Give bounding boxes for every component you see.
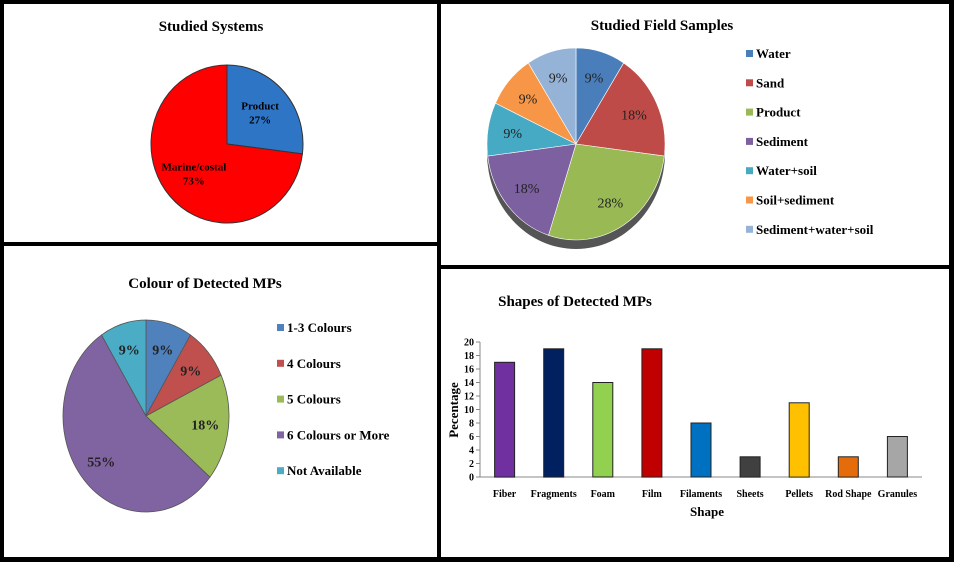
studied-field-samples-chart: Studied Field Samples 9% 18% 28% 18% 9% 9% 9% W… bbox=[486, 18, 874, 249]
colour-of-detected-mps-panel: Colour of Detected MPs 9% 9% 18% 55% 9% 1-3 C… bbox=[4, 246, 437, 557]
x-tick-label: Fragments bbox=[531, 489, 577, 500]
studied-systems-chart: Studied Systems Product 27% Marine/costal 7… bbox=[150, 19, 304, 224]
shapes-of-detected-mps-panel: Shapes of Detected MPs 0 2 4 6 8 10 12 14 16 18 20… bbox=[441, 269, 949, 557]
slice-percent-label: 9% bbox=[180, 364, 201, 379]
pie-slice-5-colours bbox=[145, 374, 230, 478]
pie-slice-sand bbox=[575, 62, 666, 157]
bar-filaments bbox=[690, 422, 712, 478]
chart-title: Shapes of Detected MPs bbox=[498, 294, 652, 310]
slice-percent-label: 9% bbox=[585, 72, 604, 87]
shapes-of-detected-mps-chart: Shapes of Detected MPs 0 2 4 6 8 10 12 14 16 18 20… bbox=[446, 294, 922, 519]
y-tick-label: 6 bbox=[469, 432, 474, 443]
pie-slice-marine-costal bbox=[150, 64, 303, 224]
bar-rod-shape bbox=[837, 456, 859, 478]
slice-percent-label: 9% bbox=[519, 92, 538, 107]
chart-title: Colour of Detected MPs bbox=[128, 276, 282, 292]
x-tick-label: Film bbox=[642, 489, 663, 500]
x-tick-label: Filaments bbox=[680, 489, 722, 500]
legend-swatch bbox=[277, 324, 284, 331]
x-tick-label: Fiber bbox=[493, 489, 517, 500]
pie-slice-sediment bbox=[487, 143, 577, 236]
chart-title: Studied Systems bbox=[159, 19, 264, 35]
legend-label: 6 Colours or More bbox=[287, 427, 390, 442]
bar-film bbox=[641, 348, 663, 478]
slice-percent-label: 27% bbox=[249, 115, 271, 127]
pie-slice-not-available bbox=[101, 319, 147, 417]
x-tick-label: Pellets bbox=[785, 489, 813, 500]
slice-category-label: Product bbox=[241, 101, 279, 113]
slice-percent-label: 18% bbox=[191, 419, 219, 434]
y-tick-label: 16 bbox=[464, 365, 474, 376]
y-tick-label: 4 bbox=[469, 446, 474, 457]
slice-percent-label: 9% bbox=[549, 72, 568, 87]
y-tick-label: 18 bbox=[464, 351, 474, 362]
legend-swatch bbox=[277, 395, 284, 403]
pie-slice-sediment-water-soil bbox=[527, 47, 577, 146]
legend-swatch bbox=[746, 50, 753, 57]
legend-swatch bbox=[746, 137, 753, 145]
chart-title: Studied Field Samples bbox=[591, 18, 734, 34]
legend-swatch bbox=[277, 359, 284, 367]
y-tick-label: 20 bbox=[464, 338, 474, 349]
legend-swatch bbox=[746, 225, 753, 233]
x-tick-label: Rod Shape bbox=[825, 489, 872, 500]
slice-percent-label: 55% bbox=[87, 456, 115, 471]
slice-percent-label: 9% bbox=[119, 344, 140, 359]
pie-slice-6-colours-or-more bbox=[62, 334, 211, 513]
y-tick-label: 0 bbox=[469, 473, 474, 484]
legend-label: Not Available bbox=[287, 463, 362, 478]
colour-of-detected-mps-chart: Colour of Detected MPs 9% 9% 18% 55% 9% 1-3 C… bbox=[62, 276, 390, 513]
bar-pellets bbox=[788, 402, 810, 478]
bar-foam bbox=[592, 382, 614, 478]
pie-slice-product bbox=[226, 64, 304, 155]
legend-label: 5 Colours bbox=[287, 392, 341, 407]
legend-swatch bbox=[746, 196, 753, 204]
slice-percent-label: 18% bbox=[514, 182, 540, 197]
y-tick-label: 2 bbox=[469, 459, 474, 470]
slice-percent-label: 73% bbox=[183, 175, 205, 187]
legend-swatch bbox=[746, 79, 753, 87]
x-tick-label: Foam bbox=[591, 489, 616, 500]
legend-swatch bbox=[746, 108, 753, 116]
y-tick-label: 10 bbox=[464, 405, 474, 416]
legend-label: 4 Colours bbox=[287, 356, 341, 371]
slice-percent-label: 9% bbox=[152, 344, 173, 359]
y-tick-label: 8 bbox=[469, 419, 474, 430]
legend-swatch bbox=[277, 431, 284, 439]
legend-label: Soil+sediment bbox=[756, 193, 835, 208]
legend-swatch bbox=[277, 467, 284, 475]
studied-field-samples-panel: Studied Field Samples 9% 18% 28% 18% 9% 9% 9% W… bbox=[441, 4, 949, 265]
studied-systems-panel: Studied Systems Product 27% Marine/costal 7… bbox=[4, 4, 437, 242]
legend-label: Water+soil bbox=[756, 163, 817, 178]
legend-swatch bbox=[746, 167, 753, 175]
bar-fiber bbox=[494, 361, 516, 478]
slice-percent-label: 9% bbox=[503, 127, 522, 142]
x-tick-label: Granules bbox=[878, 489, 918, 500]
y-tick-label: 12 bbox=[464, 392, 474, 403]
legend-label: Sand bbox=[756, 75, 785, 90]
y-axis-label: Pecentage bbox=[446, 382, 461, 438]
bar-fragments bbox=[543, 348, 565, 478]
legend-label: Sediment+water+soil bbox=[756, 222, 874, 237]
bar-granules bbox=[886, 436, 908, 478]
y-tick-label: 14 bbox=[464, 378, 474, 389]
legend-label: 1-3 Colours bbox=[287, 320, 352, 335]
x-tick-label: Sheets bbox=[736, 489, 763, 500]
slice-percent-label: 28% bbox=[597, 196, 623, 211]
legend-label: Water bbox=[756, 46, 791, 61]
bar-sheets bbox=[739, 456, 761, 478]
legend-label: Product bbox=[756, 105, 801, 120]
slice-percent-label: 18% bbox=[621, 109, 647, 124]
pie-slice-product bbox=[548, 143, 665, 241]
slice-category-label: Marine/costal bbox=[162, 161, 227, 173]
legend-label: Sediment bbox=[756, 134, 809, 149]
x-axis-label: Shape bbox=[690, 504, 724, 519]
